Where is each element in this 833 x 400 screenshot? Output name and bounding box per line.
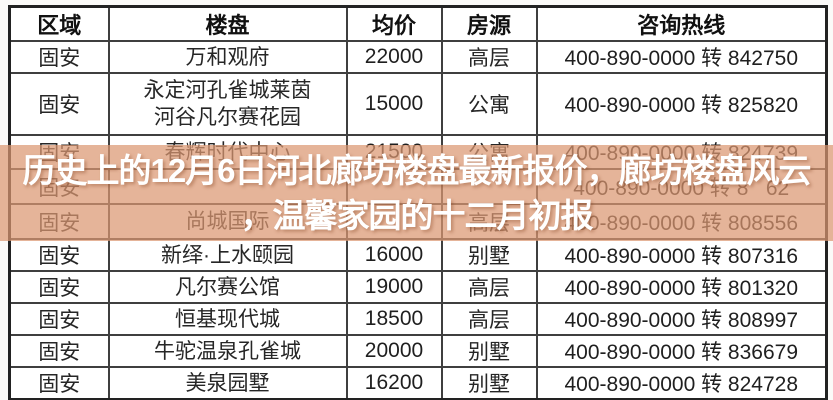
cell-type: 高层 (440, 40, 538, 74)
cell-region: 固安 (8, 72, 110, 136)
cell-region: 固安 (8, 40, 110, 74)
table-row: 固安 牛驼温泉孔雀城 20000 别墅 400-890-0000 转 83667… (8, 334, 828, 368)
cell-region: 固安 (8, 238, 110, 272)
cell-price: 20000 (345, 334, 443, 368)
cell-hotline: 400-890-0000 转 836679 (535, 334, 828, 368)
cell-region: 固安 (8, 366, 110, 400)
cell-region: 固安 (8, 302, 110, 336)
table-row: 固安 万和观府 22000 高层 400-890-0000 转 842750 (8, 40, 828, 74)
cell-name: 美泉园墅 (107, 366, 348, 400)
cell-hotline: 400-890-0000 转 842750 (535, 40, 828, 74)
cell-hotline: 400-890-0000 转 824728 (535, 366, 828, 400)
cell-name: 凡尔赛公馆 (107, 270, 348, 304)
cell-price: 19000 (345, 270, 443, 304)
cell-hotline: 400-890-0000 转 808997 (535, 302, 828, 336)
headline-overlay-band: 历史上的12月6日河北廊坊楼盘最新报价，廊坊楼盘风云 ，温馨家园的十二月初报 (0, 145, 833, 241)
cell-name: 永定河孔雀城莱茵 河谷凡尔赛花园 (107, 72, 348, 136)
table-row: 固安 恒基现代城 18500 高层 400-890-0000 转 808997 (8, 302, 828, 336)
cell-type: 高层 (440, 270, 538, 304)
header-type: 房源 (440, 5, 538, 42)
cell-name: 恒基现代城 (107, 302, 348, 336)
cell-type: 别墅 (440, 366, 538, 400)
table-header-row: 区域 楼盘 均价 房源 咨询热线 (8, 5, 828, 42)
headline-line-2: ，温馨家园的十二月初报 (240, 197, 594, 234)
cell-name: 万和观府 (107, 40, 348, 74)
cell-region: 固安 (8, 270, 110, 304)
table-row: 固安 凡尔赛公馆 19000 高层 400-890-0000 转 801320 (8, 270, 828, 304)
headline-line-1: 历史上的12月6日河北廊坊楼盘最新报价，廊坊楼盘风云 (22, 152, 811, 189)
cell-price: 16000 (345, 238, 443, 272)
table-row: 固安 永定河孔雀城莱茵 河谷凡尔赛花园 15000 公寓 400-890-000… (8, 72, 828, 136)
cell-price: 18500 (345, 302, 443, 336)
cell-type: 公寓 (440, 72, 538, 136)
cell-type: 别墅 (440, 238, 538, 272)
table-row: 固安 新绎·上水颐园 16000 别墅 400-890-0000 转 80731… (8, 238, 828, 272)
cell-price: 15000 (345, 72, 443, 136)
cell-hotline: 400-890-0000 转 825820 (535, 72, 828, 136)
cell-price: 16200 (345, 366, 443, 400)
cell-name: 牛驼温泉孔雀城 (107, 334, 348, 368)
header-hotline: 咨询热线 (535, 5, 828, 42)
cell-type: 别墅 (440, 334, 538, 368)
cell-name: 新绎·上水颐园 (107, 238, 348, 272)
cell-type: 高层 (440, 302, 538, 336)
header-name: 楼盘 (107, 5, 348, 42)
cell-region: 固安 (8, 334, 110, 368)
cell-hotline: 400-890-0000 转 801320 (535, 270, 828, 304)
header-region: 区域 (8, 5, 110, 42)
cell-hotline: 400-890-0000 转 807316 (535, 238, 828, 272)
table-row: 固安 美泉园墅 16200 别墅 400-890-0000 转 824728 (8, 366, 828, 400)
header-price: 均价 (345, 5, 443, 42)
cell-price: 22000 (345, 40, 443, 74)
